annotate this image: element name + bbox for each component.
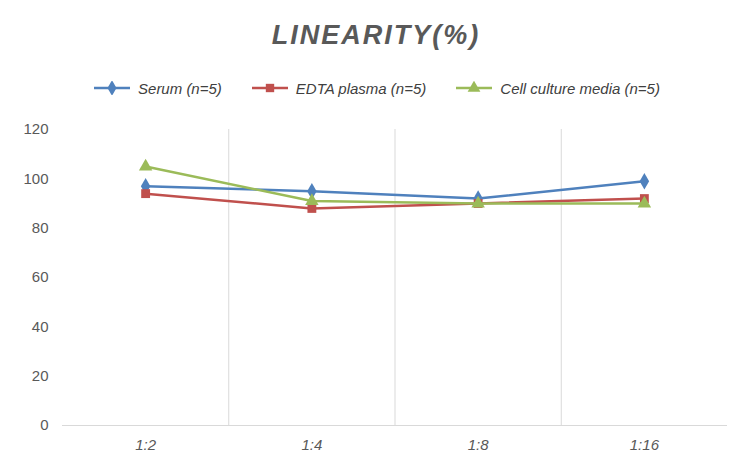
svg-text:0: 0 <box>40 416 48 433</box>
svg-text:60: 60 <box>32 268 49 285</box>
html-text:EDTA plasma (n=5): EDTA plasma (n=5) <box>295 79 427 97</box>
svg-text:1:4: 1:4 <box>301 436 322 452</box>
svg-text:20: 20 <box>32 367 49 384</box>
svg-text:120: 120 <box>23 120 48 137</box>
svg-text:80: 80 <box>32 219 49 236</box>
html-text:Serum (n=5): Serum (n=5) <box>138 79 222 97</box>
svg-text:1:2: 1:2 <box>135 436 157 452</box>
svg-text:1:8: 1:8 <box>468 436 490 452</box>
svg-text:100: 100 <box>23 170 48 187</box>
svg-text:40: 40 <box>32 318 49 335</box>
html-text:Cell culture media (n=5): Cell culture media (n=5) <box>500 79 660 97</box>
html-text:LINEARITY(%): LINEARITY(%) <box>271 20 481 50</box>
svg-text:1:16: 1:16 <box>630 436 660 452</box>
